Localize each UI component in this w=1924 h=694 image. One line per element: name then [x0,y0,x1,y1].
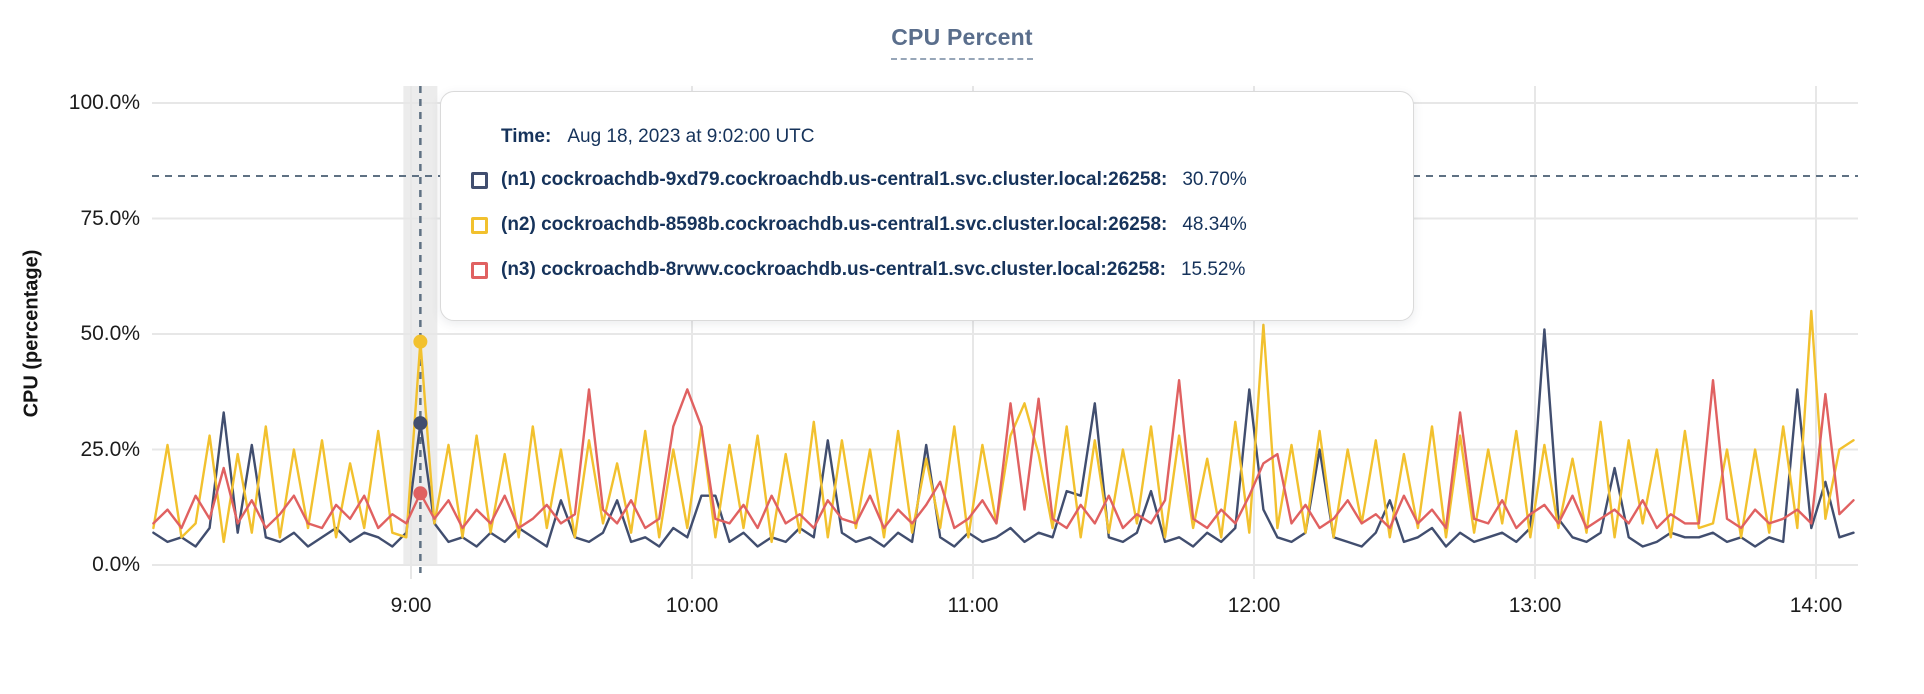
tooltip-series-row: (n3) cockroachdb-8rvwv.cockroachdb.us-ce… [471,257,1245,283]
x-tick-label: 10:00 [665,594,719,617]
series-line-n3 [152,379,1855,530]
series-n1-marker-icon [471,171,488,189]
x-tick-label: 14:00 [1789,594,1843,617]
series-n1-value: 30.70% [1182,169,1247,190]
x-tick-label: 9:00 [390,594,432,617]
cursor-point-n3 [413,486,428,501]
series-n2-label: (n2) cockroachdb-8598b.cockroachdb.us-ce… [501,214,1168,235]
series-n3-label: (n3) cockroachdb-8rvwv.cockroachdb.us-ce… [501,259,1166,280]
series-line-n2 [152,309,1855,544]
tooltip-time-label: Time: [501,126,552,147]
series-n2-marker-icon [471,216,488,234]
y-tick-label: 25.0% [80,437,140,461]
tooltip-series-row: (n2) cockroachdb-8598b.cockroachdb.us-ce… [471,212,1247,238]
y-tick-label: 100.0% [68,91,140,114]
series-n2-value: 48.34% [1182,214,1247,235]
series-n3-value: 15.52% [1180,259,1246,280]
y-tick-label: 75.0% [80,206,140,230]
y-tick-label: 0.0% [92,553,140,576]
series-line-n1 [152,328,1855,548]
series-n1-label: (n1) cockroachdb-9xd79.cockroachdb.us-ce… [501,169,1168,190]
tooltip-series-row: (n1) cockroachdb-9xd79.cockroachdb.us-ce… [471,167,1247,193]
x-tick-label: 11:00 [947,594,999,617]
y-tick-label: 50.0% [80,322,140,345]
chart-tooltip: Time: Aug 18, 2023 at 9:02:00 UTC (n1) co… [440,91,1414,321]
x-tick-label: 13:00 [1508,594,1562,617]
series-n3-marker-icon [471,261,488,279]
cursor-point-n2 [413,334,428,349]
tooltip-time-value: Aug 18, 2023 at 9:02:00 UTC [567,126,815,147]
x-tick-label: 12:00 [1227,594,1281,617]
cursor-point-n1 [413,416,428,431]
tooltip-time-row: Time: Aug 18, 2023 at 9:02:00 UTC [501,126,815,148]
